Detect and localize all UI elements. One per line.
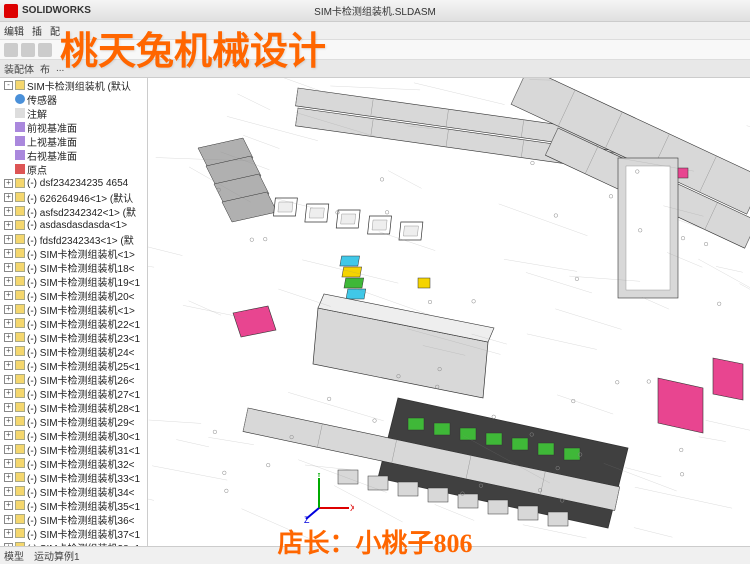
tree-item[interactable]: +(-) SIM卡检测组装机25<1: [0, 358, 147, 372]
tree-item[interactable]: +(-) SIM卡检测组装机28<1: [0, 400, 147, 414]
axes-triad: X Y Z: [304, 473, 354, 526]
tree-item[interactable]: 右视基准面: [0, 148, 147, 162]
tree-item[interactable]: 上视基准面: [0, 134, 147, 148]
tree-item[interactable]: +(-) SIM卡检测组装机19<1: [0, 274, 147, 288]
tree-item[interactable]: +(-) SIM卡检测组装机22<1: [0, 316, 147, 330]
tree-item[interactable]: +(-) SIM卡检测组装机30<1: [0, 428, 147, 442]
tree-item[interactable]: 前视基准面: [0, 120, 147, 134]
svg-text:Y: Y: [316, 473, 322, 479]
title-bar: SOLIDWORKS SIM卡检测组装机.SLDASM: [0, 0, 750, 22]
tree-item[interactable]: +(-) SIM卡检测组装机33<1: [0, 470, 147, 484]
tree-item[interactable]: +(-) SIM卡检测组装机37<1: [0, 526, 147, 540]
tree-item[interactable]: +(-) SIM卡检测组装机<1>: [0, 246, 147, 260]
cad-drawing: [148, 78, 750, 546]
tool-icon[interactable]: [21, 43, 35, 57]
tree-item[interactable]: +(-) SIM卡检测组装机32<: [0, 456, 147, 470]
tree-item[interactable]: +(-) SIM卡检测组装机26<: [0, 372, 147, 386]
tree-item[interactable]: +(-) SIM卡检测组装机23<1: [0, 330, 147, 344]
tree-item[interactable]: +(-) SIM卡检测组装机34<: [0, 484, 147, 498]
tree-item[interactable]: 注解: [0, 106, 147, 120]
3d-viewport[interactable]: X Y Z: [148, 78, 750, 546]
tree-item[interactable]: +(-) 626264946<1> (默认: [0, 190, 147, 204]
tab-layout[interactable]: 布: [40, 61, 50, 76]
toolbar: [0, 40, 750, 60]
menu-insert[interactable]: 插: [32, 23, 42, 38]
status-bar: 模型 运动算例1: [0, 546, 750, 564]
tree-item[interactable]: +(-) SIM卡检测组装机<1>: [0, 302, 147, 316]
tree-item[interactable]: +(-) SIM卡检测组装机29<: [0, 414, 147, 428]
document-name: SIM卡检测组装机.SLDASM: [314, 3, 436, 18]
tool-icon[interactable]: [4, 43, 18, 57]
svg-text:Z: Z: [304, 515, 310, 523]
tree-item[interactable]: +(-) SIM卡检测组装机24<: [0, 344, 147, 358]
tree-item[interactable]: +(-) asfsd2342342<1> (默: [0, 204, 147, 218]
tree-item[interactable]: -SIM卡检测组装机 (默认: [0, 78, 147, 92]
tool-icon[interactable]: [38, 43, 52, 57]
tab-more[interactable]: ...: [56, 63, 64, 74]
svg-text:X: X: [350, 503, 354, 513]
tree-item[interactable]: +(-) SIM卡检测组装机31<1: [0, 442, 147, 456]
tree-item[interactable]: +(-) fdsfd2342343<1> (默: [0, 232, 147, 246]
tab-strip: 装配体 布 ...: [0, 60, 750, 78]
status-tab-model[interactable]: 模型: [4, 548, 24, 563]
app-name: SOLIDWORKS: [22, 5, 91, 16]
tab-assembly[interactable]: 装配体: [4, 61, 34, 76]
tree-item[interactable]: +(-) dsf234234235 4654: [0, 176, 147, 190]
feature-tree[interactable]: -SIM卡检测组装机 (默认传感器注解前视基准面上视基准面右视基准面原点+(-)…: [0, 78, 148, 546]
tree-item[interactable]: +(-) SIM卡检测组装机27<1: [0, 386, 147, 400]
menu-bar: 编辑 插 配: [0, 22, 750, 40]
app-logo-icon: [4, 4, 18, 18]
menu-config[interactable]: 配: [50, 23, 60, 38]
tree-item[interactable]: +(-) SIM卡检测组装机35<1: [0, 498, 147, 512]
tree-item[interactable]: +(-) asdasdasdasda<1>: [0, 218, 147, 232]
tree-item[interactable]: 传感器: [0, 92, 147, 106]
tree-item[interactable]: 原点: [0, 162, 147, 176]
menu-edit[interactable]: 编辑: [4, 23, 24, 38]
tree-item[interactable]: +(-) SIM卡检测组装机36<: [0, 512, 147, 526]
tree-item[interactable]: +(-) SIM卡检测组装机18<: [0, 260, 147, 274]
status-tab-motion[interactable]: 运动算例1: [34, 548, 80, 563]
tree-item[interactable]: +(-) SIM卡检测组装机20<: [0, 288, 147, 302]
